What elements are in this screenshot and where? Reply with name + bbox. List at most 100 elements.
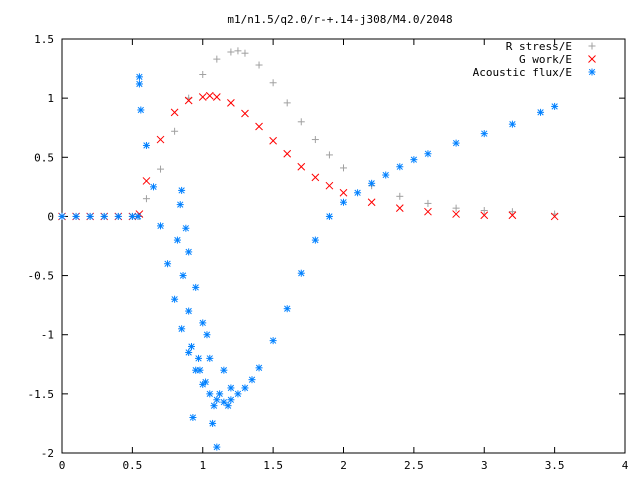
data-point	[297, 162, 306, 171]
x-tick-label: 2	[340, 459, 347, 472]
data-point	[311, 173, 320, 182]
data-point	[424, 207, 432, 216]
data-point	[550, 212, 559, 221]
x-tick-label: 4	[622, 459, 629, 472]
data-point	[311, 236, 319, 244]
data-point	[227, 396, 235, 404]
data-point	[220, 366, 228, 374]
data-point	[424, 199, 432, 207]
data-point	[86, 212, 94, 220]
data-point	[185, 248, 193, 256]
legend-marker	[588, 68, 596, 76]
data-point	[283, 99, 291, 107]
data-point	[213, 443, 221, 451]
data-point	[508, 120, 516, 128]
data-point	[156, 135, 165, 144]
y-tick-label: 1	[47, 92, 54, 105]
data-point	[137, 106, 145, 114]
x-tick-label: 3	[481, 459, 488, 472]
data-point	[241, 109, 249, 118]
data-point	[206, 354, 214, 362]
legend-label: R stress/E	[506, 40, 572, 53]
data-point	[325, 151, 333, 159]
data-point	[206, 390, 214, 398]
data-point	[508, 211, 517, 220]
x-tick-label: 0.5	[122, 459, 142, 472]
data-point	[297, 269, 305, 277]
data-point	[192, 283, 200, 291]
data-point	[396, 192, 404, 200]
legend-marker	[588, 42, 596, 50]
data-point	[311, 136, 319, 144]
data-point	[452, 210, 460, 218]
data-point	[368, 179, 376, 187]
y-tick-label: 0.5	[34, 151, 54, 164]
data-point	[199, 70, 207, 78]
y-tick-label: -2	[41, 447, 54, 460]
data-point	[227, 99, 235, 107]
data-point	[452, 139, 460, 147]
data-point	[142, 177, 151, 185]
data-point	[227, 48, 235, 56]
data-point	[178, 325, 186, 333]
data-point	[178, 186, 186, 194]
data-point	[135, 73, 143, 81]
data-point	[283, 305, 291, 313]
data-point	[255, 61, 263, 69]
data-point	[142, 141, 150, 149]
data-point	[202, 378, 210, 386]
data-point	[480, 207, 488, 215]
x-tick-label: 1	[199, 459, 206, 472]
data-point	[480, 130, 488, 138]
series-1	[58, 91, 559, 221]
data-point	[255, 364, 263, 372]
series-2	[58, 73, 559, 451]
data-point	[210, 402, 218, 410]
data-point	[164, 260, 172, 268]
data-point	[171, 295, 179, 303]
data-point	[128, 212, 136, 220]
data-point	[339, 188, 348, 197]
plot-frame	[61, 38, 626, 454]
data-point	[189, 414, 197, 422]
data-point	[224, 402, 232, 410]
data-point	[205, 91, 214, 100]
data-point	[367, 198, 376, 207]
data-point	[354, 189, 362, 197]
x-tick-label: 0	[59, 459, 66, 472]
data-point	[325, 212, 333, 220]
data-point	[135, 80, 143, 88]
data-point	[241, 384, 249, 392]
data-point	[297, 118, 305, 126]
data-point	[269, 79, 277, 87]
data-point	[255, 122, 263, 131]
data-point	[241, 49, 249, 57]
y-tick-label: -1.5	[28, 388, 55, 401]
data-point	[213, 396, 221, 404]
data-point	[184, 96, 193, 105]
data-point	[185, 348, 193, 356]
data-point	[480, 211, 489, 220]
data-point	[551, 102, 559, 110]
data-point	[100, 212, 108, 220]
data-point	[187, 343, 195, 351]
legend-label: Acoustic flux/E	[473, 66, 572, 79]
data-point	[424, 150, 432, 158]
data-point	[203, 331, 211, 339]
data-point	[142, 195, 150, 203]
data-point	[396, 163, 404, 171]
data-point	[171, 127, 179, 135]
data-point	[269, 136, 277, 145]
data-point	[269, 337, 277, 345]
data-point	[248, 376, 256, 384]
data-point	[227, 384, 235, 392]
data-point	[157, 165, 165, 173]
y-tick-label: -0.5	[28, 270, 55, 283]
data-point	[410, 156, 418, 164]
data-point	[134, 212, 142, 220]
data-point	[58, 212, 66, 220]
x-tick-label: 1.5	[263, 459, 283, 472]
data-point	[340, 198, 347, 206]
